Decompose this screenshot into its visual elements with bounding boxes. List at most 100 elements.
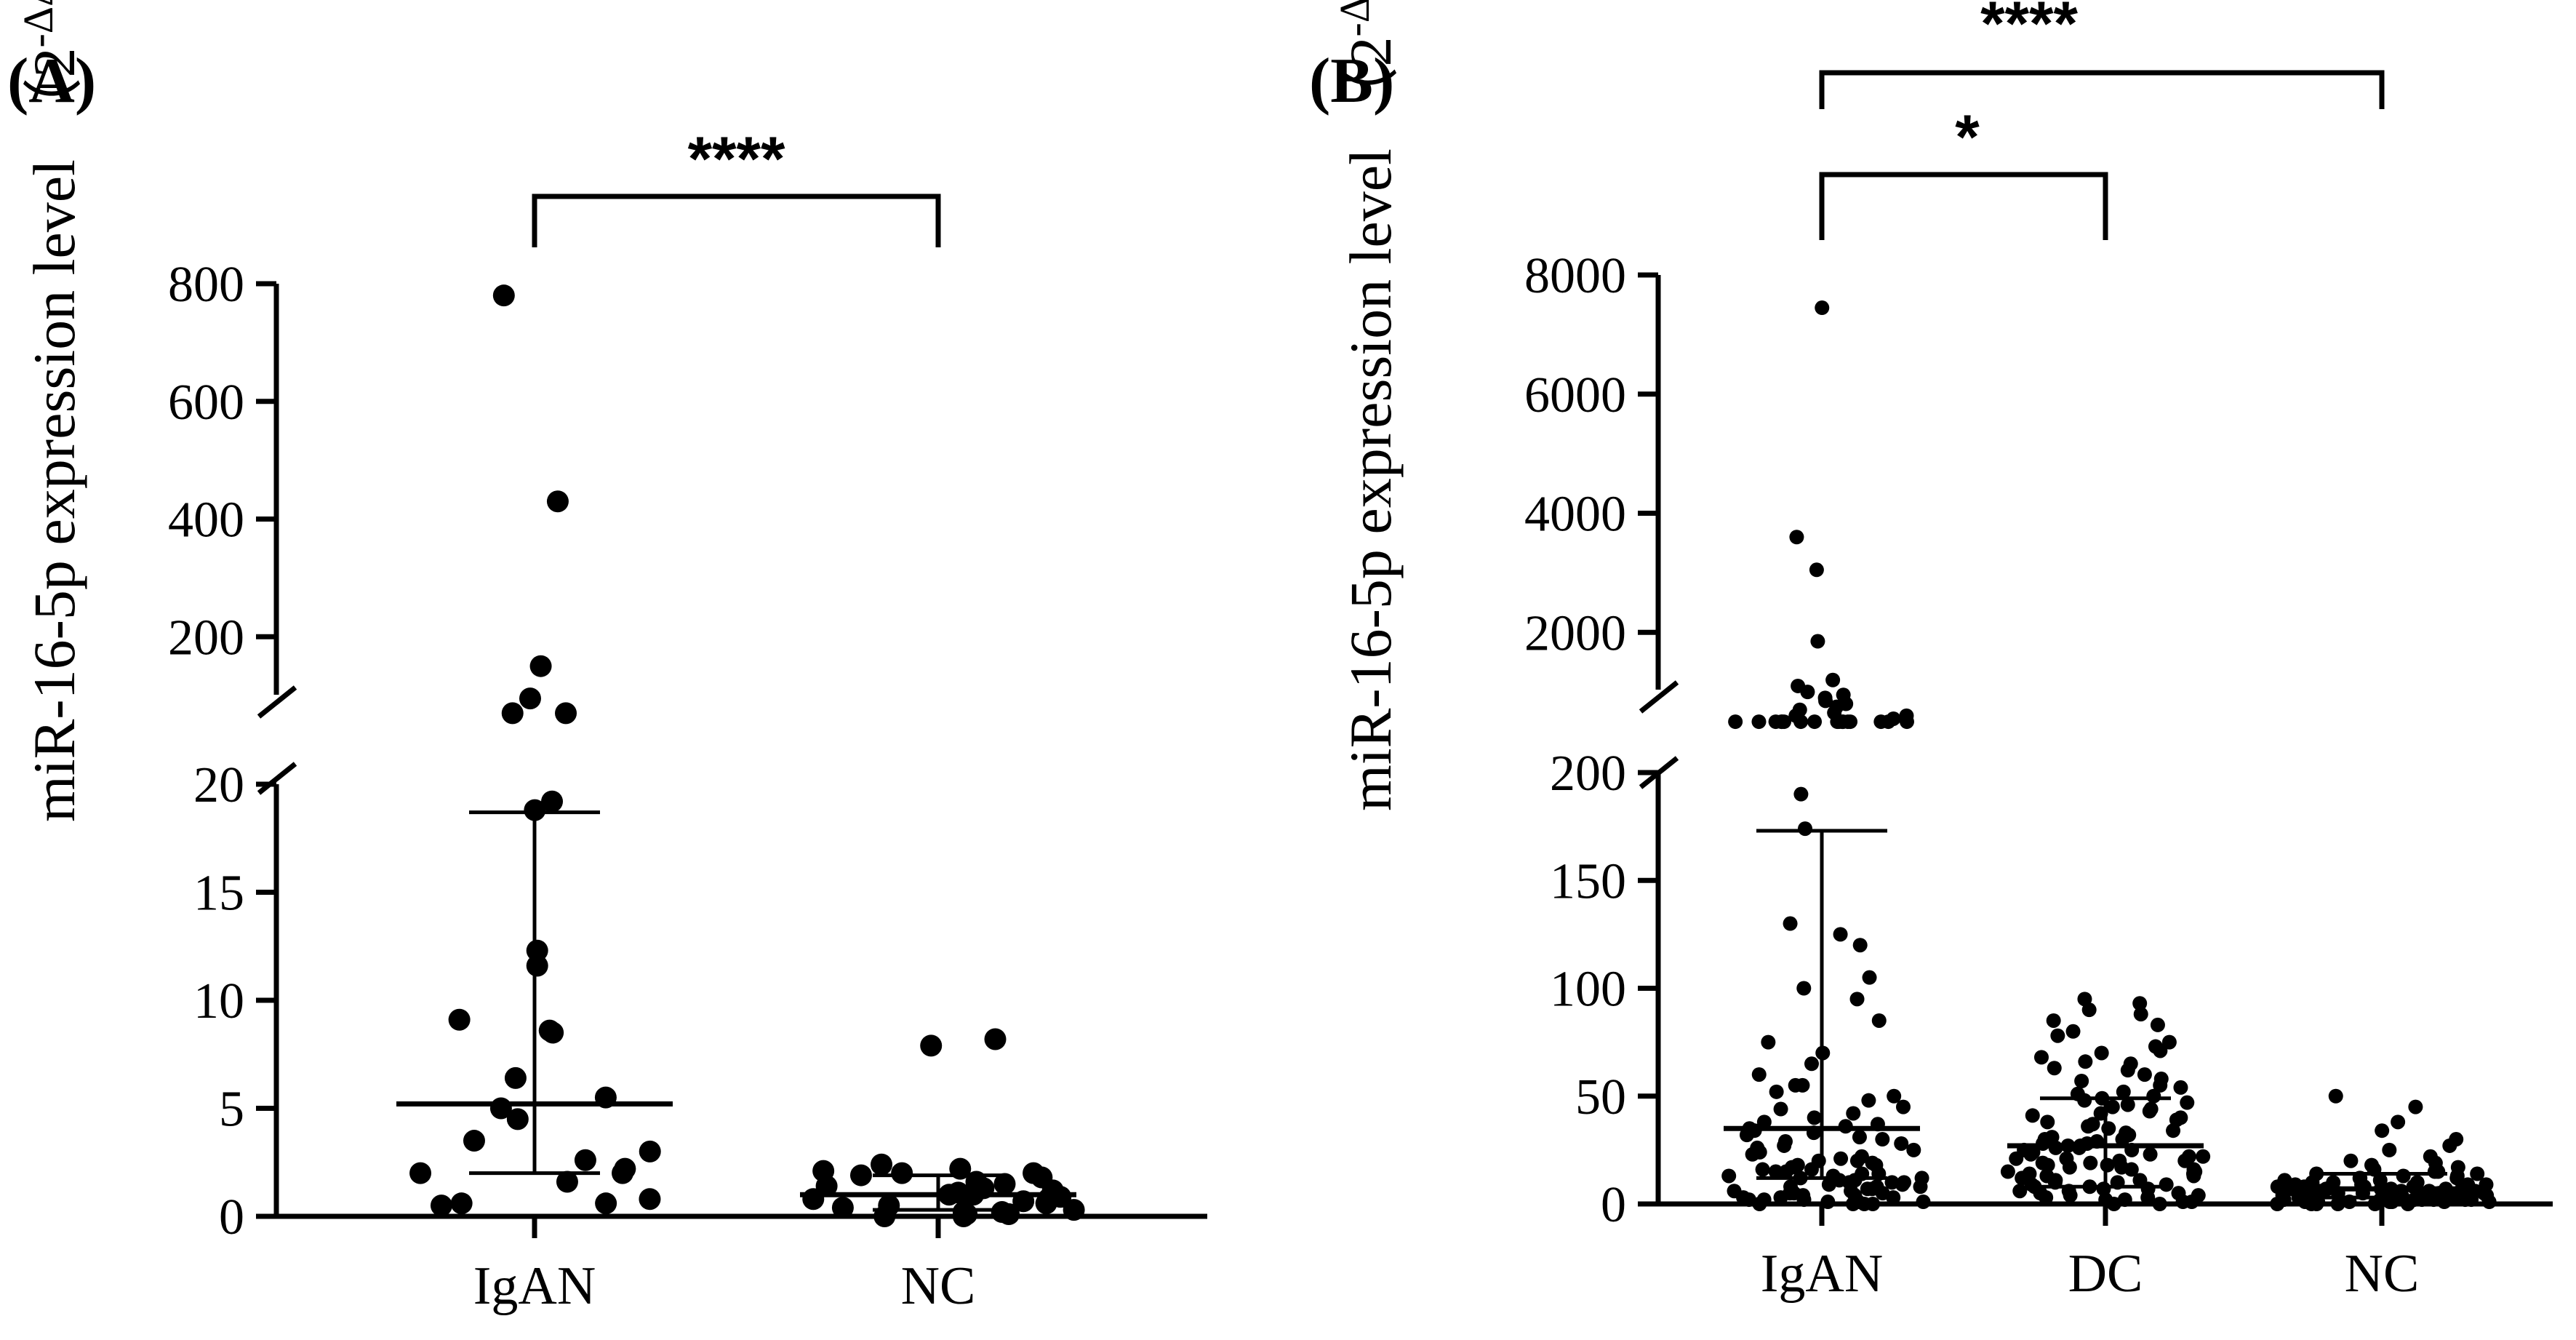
data-point [2375,1123,2390,1138]
data-point [1895,1099,1911,1114]
data-point [873,1205,896,1227]
data-point [1871,1166,1887,1181]
panel-b-break-lower [1639,756,1679,789]
data-point [2081,1002,2097,1018]
y-tick-label: 200 [1550,746,1626,802]
panel-a-categories: IgAN NC [473,1216,976,1316]
data-point [2408,1099,2423,1114]
data-point [1778,1164,1793,1179]
data-point [2047,1175,2063,1190]
x-category-label: DC [2068,1244,2143,1304]
data-point [2140,1190,2156,1205]
panel-b-significance: ***** [1819,0,2385,240]
data-point [1806,1125,1821,1141]
data-point [2062,1160,2077,1175]
panel-a-points [409,284,1085,1227]
panel-a-y-unit-exp: -ΔΔCt [15,0,62,48]
y-tick-label: 400 [168,492,244,549]
data-point [1756,1114,1772,1130]
significance-label: **** [688,124,785,194]
data-point [612,1162,634,1184]
data-point [574,1149,596,1171]
data-point [937,1184,960,1206]
significance-bracket [1819,172,2108,240]
data-point [2396,1168,2411,1184]
data-point [1852,1130,1867,1145]
data-point [555,702,577,725]
data-point [2071,1140,2087,1155]
data-point [1830,714,1845,730]
data-point [1875,1132,1890,1147]
data-point [1739,1128,1754,1143]
data-point [1846,1106,1861,1121]
data-point [526,939,548,962]
panel-b-label: (B) [1309,46,1394,116]
data-point [501,702,524,725]
data-point [448,1008,471,1031]
data-point [920,1034,943,1057]
y-tick-label: 0 [1601,1177,1626,1233]
data-point [1751,1067,1767,1082]
data-point [595,1192,617,1215]
data-point [2060,1138,2076,1153]
x-category-label: IgAN [473,1256,596,1316]
data-point [2153,1077,2168,1093]
data-point [2023,1146,2039,1162]
data-point [2382,1195,2397,1210]
data-point [1861,1093,1876,1108]
data-point [2000,1164,2015,1179]
data-point [1777,1138,1792,1153]
data-point [1798,821,1813,837]
data-point [2033,1050,2049,1065]
data-point [1745,1146,1760,1162]
data-point [2120,1063,2135,1078]
data-point [639,1188,661,1211]
data-point [2065,1024,2081,1039]
y-tick-label: 100 [1550,962,1626,1018]
data-point [2047,1061,2062,1076]
data-point [2328,1088,2343,1104]
panel-a-label: (A) [7,46,96,116]
data-point [2124,1162,2139,1177]
data-point [1840,714,1855,730]
data-point [2152,1197,2167,1211]
data-point [2343,1153,2359,1168]
data-point [2436,1195,2452,1210]
data-point [1833,927,1848,942]
data-point [2132,996,2148,1011]
x-category-label: NC [2345,1244,2420,1304]
data-point [891,1162,913,1184]
data-point [1916,1195,1931,1210]
data-point [1035,1192,1057,1215]
panel-a-y-title-text: miR-16-5p expression level [21,159,87,822]
data-point [2355,1186,2370,1201]
data-point [2270,1197,2285,1211]
data-point [1845,1197,1860,1211]
data-point [1800,685,1815,700]
data-point [2427,1164,2442,1179]
data-point [463,1130,485,1152]
data-point [2142,1104,2157,1119]
data-point [1793,786,1809,802]
data-point [2330,1186,2345,1201]
data-point [1063,1199,1085,1221]
panel-b: (B) miR-16-5p expression level （2-ΔΔCt） … [1309,0,2553,1304]
data-point [2074,1073,2089,1088]
y-tick-label: 10 [193,973,244,1029]
panel-b-break-upper [1639,680,1679,714]
data-point [2040,1114,2055,1130]
data-point [492,284,515,307]
data-point [524,799,546,821]
x-category-label: NC [901,1256,976,1316]
data-point [1773,1101,1788,1117]
data-point [2143,1146,2158,1162]
data-point [1773,1190,1788,1205]
data-point [1894,1136,1909,1151]
y-tick-label: 8000 [1524,248,1626,304]
data-point [2124,1142,2140,1157]
data-point [959,1184,981,1206]
data-point [1768,1164,1783,1179]
y-tick-label: 20 [193,757,244,813]
data-point [2481,1195,2497,1210]
data-point [2330,1197,2345,1211]
